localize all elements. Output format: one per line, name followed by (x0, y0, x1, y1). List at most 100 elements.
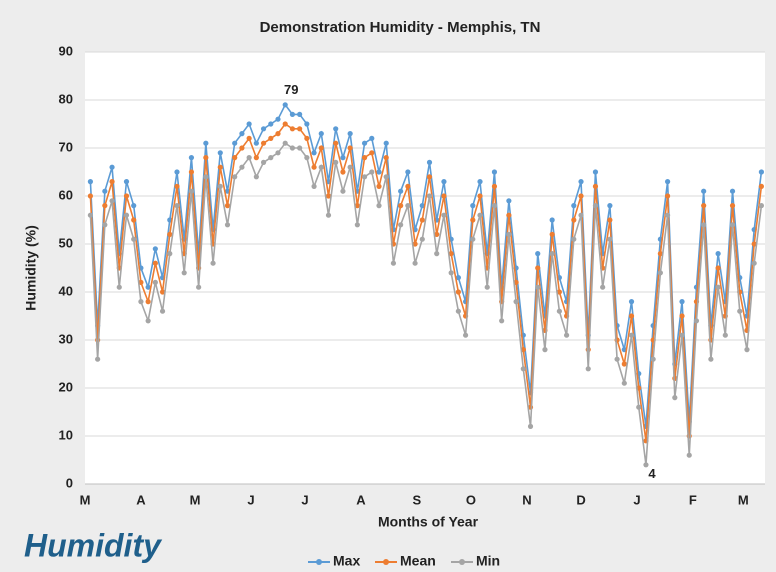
point (477, 179, 483, 185)
point (376, 183, 382, 189)
point (513, 299, 519, 305)
point (95, 356, 101, 362)
point (398, 203, 404, 209)
point (621, 361, 627, 367)
point (383, 174, 389, 180)
series (87, 140, 764, 468)
point (549, 231, 555, 237)
point (297, 145, 303, 151)
point (751, 260, 757, 266)
point (535, 265, 541, 271)
point (506, 212, 512, 218)
point (578, 212, 584, 218)
point (398, 222, 404, 228)
point (369, 169, 375, 175)
point (311, 150, 317, 156)
point (361, 174, 368, 180)
point (672, 395, 678, 401)
point (152, 279, 158, 285)
point (174, 169, 180, 175)
point (333, 159, 339, 165)
point (188, 169, 195, 175)
point (571, 236, 577, 242)
point (578, 193, 584, 199)
point (131, 236, 137, 242)
point (253, 155, 259, 161)
point (549, 251, 555, 257)
point (751, 241, 757, 247)
point (87, 193, 94, 199)
point (297, 111, 303, 117)
y-tick-label: 0 (66, 475, 73, 490)
point (268, 155, 274, 161)
point (253, 174, 259, 180)
point (491, 169, 498, 175)
point (188, 188, 195, 194)
point (462, 332, 469, 338)
point (376, 203, 382, 209)
point (109, 164, 115, 170)
x-tick-label: O (466, 492, 476, 507)
x-tick-label: J (301, 492, 308, 507)
x-tick-label: J (633, 492, 640, 507)
point (571, 203, 577, 209)
point (239, 164, 245, 170)
point (145, 284, 151, 290)
point (304, 135, 310, 141)
point (657, 251, 663, 257)
point (275, 116, 281, 122)
y-tick-label: 40 (59, 283, 73, 298)
point (679, 332, 685, 338)
point (419, 236, 425, 242)
point (232, 174, 238, 180)
point (592, 203, 599, 209)
annotation: 4 (648, 466, 656, 481)
point (304, 121, 310, 127)
point (657, 270, 663, 276)
point (174, 183, 180, 189)
point (196, 284, 202, 290)
point (744, 347, 750, 353)
point (159, 308, 166, 314)
point (145, 299, 151, 305)
legend-label: Min (476, 553, 500, 569)
point (758, 183, 764, 189)
y-tick-label: 50 (59, 235, 73, 250)
point (426, 193, 433, 199)
y-axis-label: Humidity (%) (23, 225, 39, 311)
point (361, 155, 368, 161)
point (174, 203, 180, 209)
point (636, 404, 642, 410)
y-tick-label: 10 (59, 427, 73, 442)
point (549, 217, 555, 223)
point (455, 275, 461, 281)
point (621, 380, 627, 386)
point (304, 155, 310, 161)
point (679, 313, 685, 319)
point (347, 131, 353, 137)
point (563, 332, 570, 338)
point (289, 126, 296, 132)
point (159, 289, 166, 295)
point (693, 318, 700, 324)
point (441, 193, 447, 199)
point (405, 169, 411, 175)
point (102, 203, 108, 209)
x-tick-label: J (247, 492, 254, 507)
point (354, 222, 360, 228)
caption: Humidity (24, 527, 163, 563)
point (268, 135, 274, 141)
legend-label: Max (333, 553, 360, 569)
point (260, 140, 267, 146)
point (167, 231, 173, 237)
point (152, 260, 158, 266)
point (484, 284, 490, 290)
point (701, 203, 707, 209)
point (556, 308, 562, 314)
point (116, 284, 122, 290)
point (664, 193, 671, 199)
point (138, 299, 144, 305)
point (650, 356, 656, 362)
point (722, 332, 728, 338)
